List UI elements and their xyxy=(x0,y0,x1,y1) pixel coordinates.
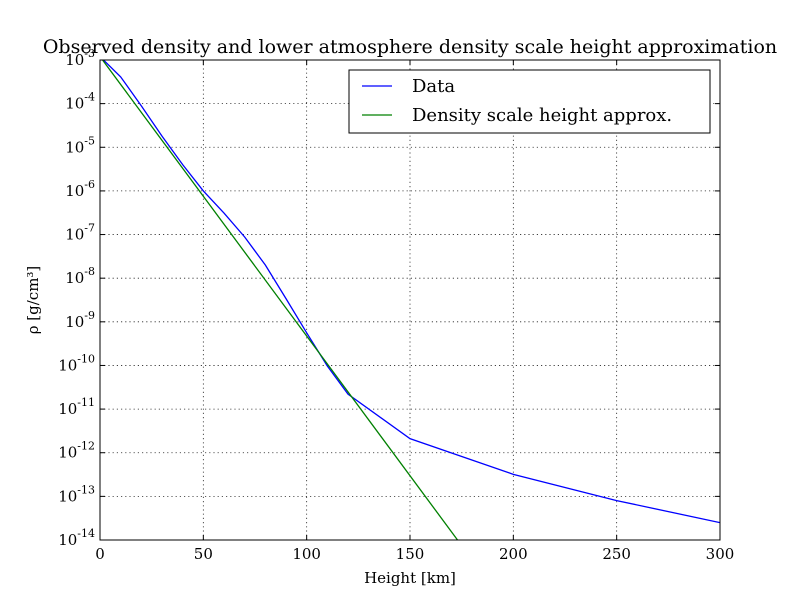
y-tick-exponent: -8 xyxy=(84,265,95,278)
y-tick-base: 10 xyxy=(65,95,84,113)
x-tick-label: 300 xyxy=(706,545,735,563)
y-tick-label: 10-6 xyxy=(65,178,95,200)
y-tick-base: 10 xyxy=(65,313,84,331)
x-tick-label: 150 xyxy=(396,545,425,563)
y-tick-exponent: -9 xyxy=(84,309,95,322)
y-tick-base: 10 xyxy=(58,400,77,418)
y-tick-exponent: -4 xyxy=(84,91,95,104)
y-tick-exponent: -5 xyxy=(84,134,95,147)
y-tick-label: 10-12 xyxy=(58,440,95,462)
y-tick-exponent: -6 xyxy=(84,178,95,191)
y-tick-label: 10-14 xyxy=(58,527,95,549)
y-tick-exponent: -14 xyxy=(77,527,95,540)
y-tick-label: 10-4 xyxy=(65,91,95,113)
y-tick-label: 10-10 xyxy=(58,352,95,374)
y-tick-label: 10-11 xyxy=(58,396,95,418)
y-tick-label: 10-8 xyxy=(65,265,95,287)
axis-ticks: 0 50 100 150 200 250 30010-310-410-510-610-710… xyxy=(58,47,734,563)
y-tick-base: 10 xyxy=(65,226,84,244)
y-tick-exponent: -11 xyxy=(77,396,95,409)
y-tick-base: 10 xyxy=(58,444,77,462)
x-tick-label: 0 xyxy=(95,545,105,563)
y-tick-base: 10 xyxy=(65,51,84,69)
y-tick-exponent: -13 xyxy=(77,483,95,496)
y-tick-base: 10 xyxy=(65,269,84,287)
y-tick-base: 10 xyxy=(58,487,77,505)
y-tick-base: 10 xyxy=(65,182,84,200)
y-tick-exponent: -7 xyxy=(84,222,95,235)
y-tick-exponent: -10 xyxy=(77,352,95,365)
y-tick-label: 10-5 xyxy=(65,134,95,156)
y-tick-label: 10-9 xyxy=(65,309,95,331)
chart-title: Observed density and lower atmosphere de… xyxy=(43,36,777,58)
y-axis-label: ρ [g/cm³] xyxy=(24,266,42,335)
y-tick-base: 10 xyxy=(58,531,77,549)
y-tick-exponent: -12 xyxy=(77,440,95,453)
y-tick-base: 10 xyxy=(65,138,84,156)
x-tick-label: 50 xyxy=(194,545,213,563)
x-axis-label: Height [km] xyxy=(364,569,456,587)
legend: Data Density scale height approx. xyxy=(348,69,711,134)
y-tick-base: 10 xyxy=(58,356,77,374)
legend-label-approx: Density scale height approx. xyxy=(412,105,672,126)
y-tick-label: 10-13 xyxy=(58,483,95,505)
y-tick-label: 10-7 xyxy=(65,222,95,244)
plot-series xyxy=(101,60,720,540)
x-tick-label: 250 xyxy=(602,545,631,563)
legend-box xyxy=(348,69,711,134)
x-tick-label: 100 xyxy=(292,545,321,563)
x-tick-label: 200 xyxy=(499,545,528,563)
y-tick-label: 10-3 xyxy=(65,47,95,69)
series-approx-line xyxy=(101,60,459,540)
series-data-line xyxy=(102,60,720,524)
legend-label-data: Data xyxy=(412,76,455,97)
y-tick-exponent: -3 xyxy=(84,47,95,60)
